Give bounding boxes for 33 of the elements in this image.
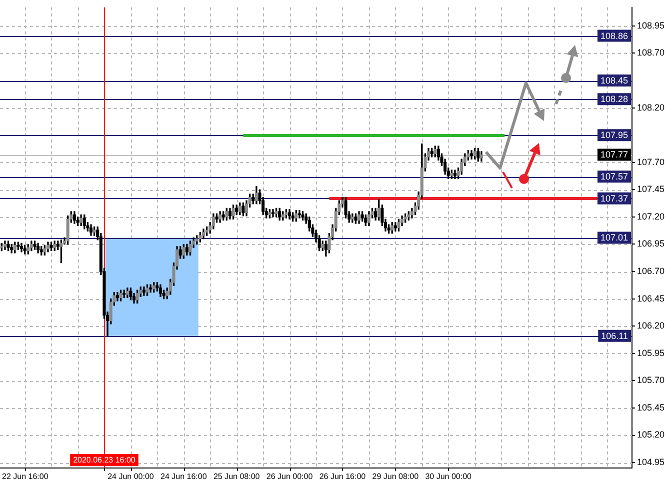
- y-tick-label: 107.45: [637, 184, 665, 194]
- ref-line-label: 107.01: [600, 232, 628, 243]
- y-tick-label: 105.95: [637, 348, 665, 358]
- ref-line-label: 108.86: [600, 30, 628, 41]
- x-tick-label: 26 Jun 00:00: [266, 472, 314, 482]
- x-tick-label: 24 Jun 00:00: [108, 472, 154, 482]
- x-tick-label: 2020.06.23 16:00: [73, 456, 136, 465]
- y-tick-label: 108.95: [637, 20, 665, 30]
- y-tick-label: 108.20: [637, 102, 665, 112]
- ref-line-label: 108.45: [600, 76, 628, 86]
- x-tick-label: 29 Jun 08:00: [372, 472, 420, 482]
- x-tick-label: 30 Jun 00:00: [425, 472, 472, 482]
- ref-line-label: 107.57: [600, 172, 628, 182]
- y-tick-label: 104.95: [637, 457, 665, 468]
- x-tick-label: 22 Jun 16:00: [2, 472, 49, 482]
- y-tick-label: 107.70: [637, 156, 665, 167]
- y-tick-label: 106.20: [637, 320, 665, 331]
- y-tick-label: 105.45: [637, 402, 665, 412]
- y-tick-label: 106.95: [637, 238, 665, 249]
- x-tick-label: 26 Jun 16:00: [319, 472, 366, 482]
- y-tick-label: 105.20: [637, 430, 665, 440]
- ref-line-label: 107.37: [600, 193, 628, 204]
- ref-line-label: 107.77: [600, 150, 628, 160]
- y-tick-label: 108.70: [637, 48, 665, 58]
- x-tick-label: 25 Jun 08:00: [213, 472, 260, 482]
- y-tick-label: 106.45: [637, 293, 665, 304]
- ref-line-label: 106.11: [601, 330, 628, 341]
- ref-line-label: 108.28: [600, 94, 628, 104]
- y-tick-label: 106.70: [637, 266, 665, 276]
- y-tick-label: 105.70: [637, 375, 665, 386]
- ref-line-label: 107.95: [600, 130, 628, 140]
- y-tick-label: 107.20: [637, 211, 665, 222]
- x-tick-label: 24 Jun 16:00: [160, 472, 208, 482]
